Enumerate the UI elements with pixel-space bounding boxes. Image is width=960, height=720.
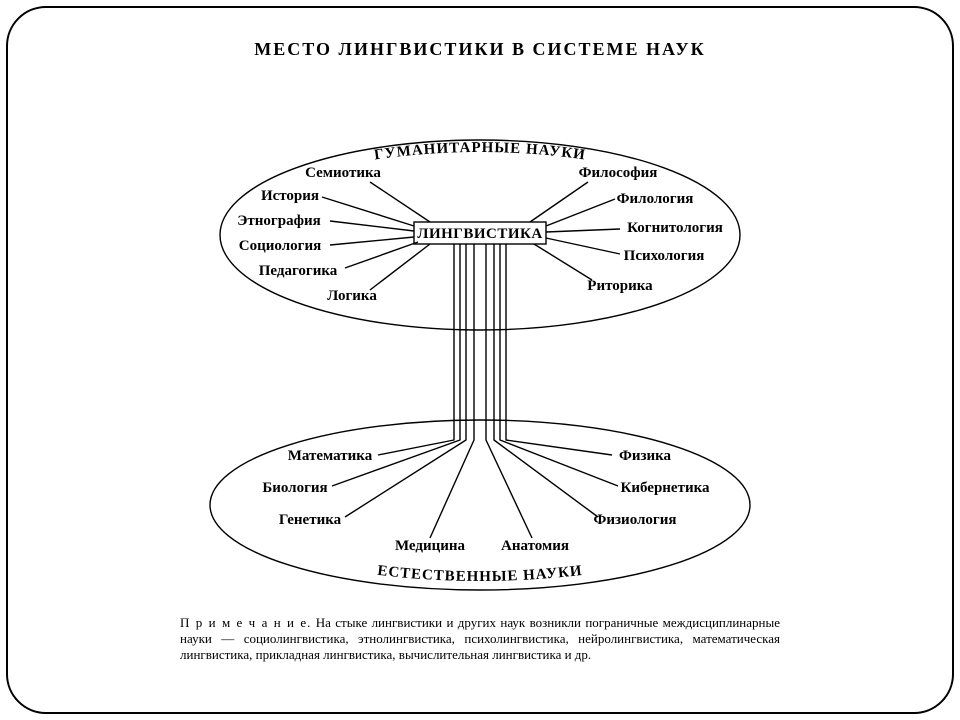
page-frame: [6, 6, 954, 714]
